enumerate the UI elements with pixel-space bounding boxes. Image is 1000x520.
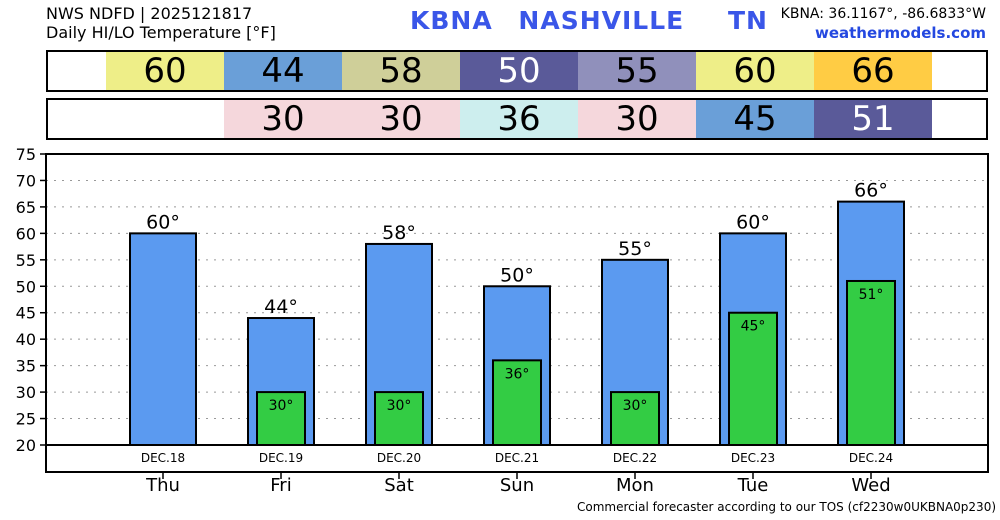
hi-temp-cell: 50 [460,52,578,90]
date-label: DEC.23 [731,451,775,465]
hi-temp-cell: 58 [342,52,460,90]
station-id: KBNA [410,6,493,35]
lo-bar-label: 30° [387,398,412,414]
plot-frame [45,153,989,473]
date-label: DEC.19 [259,451,303,465]
hi-temp-cell: 66 [814,52,932,90]
lo-temp-cell: 30 [342,100,460,138]
y-axis-ticks: 20 25 30 35 40 45 50 55 60 65 70 75 [16,145,46,455]
hi-temp-cell: 55 [578,52,696,90]
y-tick-label: 65 [16,198,36,217]
coordinates-label: KBNA: 36.1167°, -86.6833°W [780,6,986,22]
lo-bar [374,391,424,447]
day-label: Mon [616,475,654,496]
day-label: Fri [270,475,291,496]
day-label: Tue [737,475,769,496]
date-label: DEC.18 [141,451,185,465]
state-code: TN [727,6,768,35]
hi-temp-cell: 60 [696,52,814,90]
header-left: NWS NDFD | 2025121817 Daily HI/LO Temper… [46,4,276,42]
date-label: DEC.21 [495,451,539,465]
y-tick-label: 35 [16,357,36,376]
hi-bar-label: 60° [146,211,180,233]
date-label: DEC.24 [849,451,893,465]
lo-temp-cell [106,100,224,138]
lo-bar-label: 30° [623,398,648,414]
bars: 60° 44° 30° 58° 30° 50° 36° 55° 30° 60° 45° 66° 51° [129,180,905,447]
lo-bar-label: 30° [269,398,294,414]
lo-bar-label: 45° [741,319,766,335]
footer-note: Commercial forecaster according to our T… [577,500,997,514]
lo-temp-strip: 30 30 36 30 45 51 [46,98,988,140]
y-tick-label: 70 [16,171,36,190]
date-label: DEC.20 [377,451,421,465]
y-tick-label: 20 [16,436,36,455]
date-label: DEC.22 [613,451,657,465]
y-tick-label: 25 [16,410,36,429]
day-label: Wed [851,475,890,496]
grid-lines [46,179,988,420]
temperature-chart: 20 25 30 35 40 45 50 55 60 65 70 75 60° 44° 30° 58° 30°… [16,145,989,496]
y-tick-label: 60 [16,224,36,243]
product-title: Daily HI/LO Temperature [°F] [46,23,276,42]
day-label: Sat [384,475,414,496]
hi-bar [129,232,197,446]
location-title: KBNA NASHVILLE TN [410,6,768,35]
lo-bar [846,279,896,446]
y-tick-label: 55 [16,251,36,270]
hi-temp-strip: 60 44 58 50 55 60 66 [46,50,988,92]
lo-temp-cell: 51 [814,100,932,138]
lo-bar [492,359,542,447]
header-right: KBNA: 36.1167°, -86.6833°W weathermodels… [781,5,986,43]
hi-bar-label: 55° [618,238,652,260]
hi-temp-cell: 44 [224,52,342,90]
site-link[interactable]: weathermodels.com [814,24,986,42]
y-tick-label: 30 [16,383,36,402]
city-name: NASHVILLE [518,6,685,35]
day-label: Thu [145,475,180,496]
lo-temp-cell: 45 [696,100,814,138]
lo-bar-label: 36° [505,366,530,382]
lo-bar-label: 51° [859,287,884,303]
lo-bar [256,391,306,447]
hi-temp-cell: 60 [106,52,224,90]
y-tick-label: 75 [16,145,36,164]
y-tick-label: 45 [16,304,36,323]
lo-temp-cell: 30 [224,100,342,138]
lo-bar [610,391,660,447]
day-label: Sun [500,475,534,496]
x-axis-labels: DEC.18 Thu DEC.19 Fri DEC.20 Sat DEC.21 Sun DEC.… [141,451,893,496]
hi-bar-label: 50° [500,264,534,286]
y-tick-label: 50 [16,277,36,296]
y-tick-label: 40 [16,330,36,349]
hi-bar-label: 44° [264,296,298,318]
lo-temp-cell: 30 [578,100,696,138]
lo-temp-cell: 36 [460,100,578,138]
model-run-label: NWS NDFD | 2025121817 [46,4,253,23]
hi-bar-label: 58° [382,222,416,244]
hi-bar-label: 66° [854,180,888,202]
lo-bar [728,311,778,446]
hi-bar-label: 60° [736,211,770,233]
